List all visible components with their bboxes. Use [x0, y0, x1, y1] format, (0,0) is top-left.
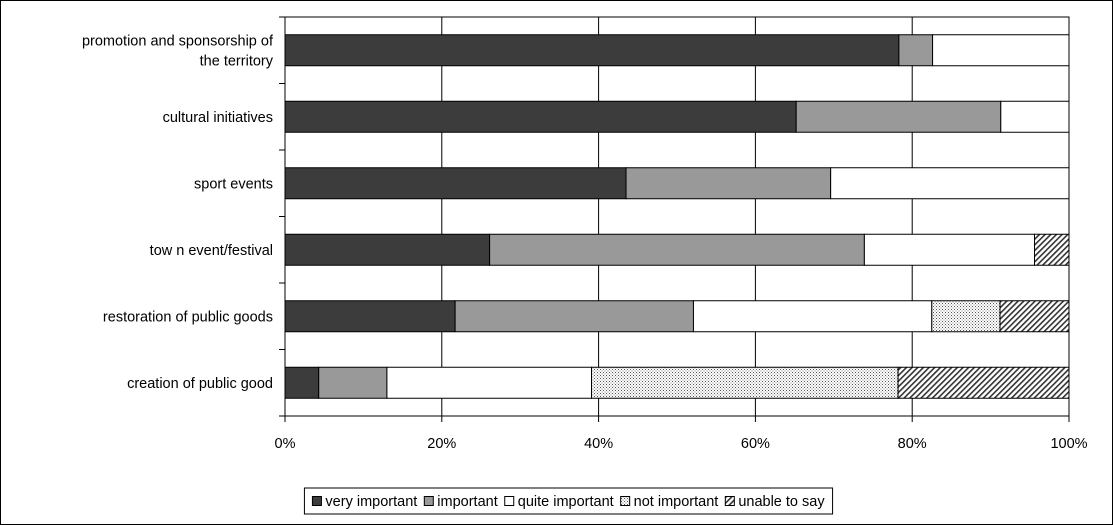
- bar-segment-quite-important: [1000, 100, 1070, 133]
- category-label: tow n event/festival: [150, 243, 273, 259]
- bar-segment-important: [795, 100, 1002, 133]
- bar-segment-very-important: [284, 167, 627, 200]
- legend-swatch-very-important: [311, 496, 322, 506]
- plot-area: [284, 16, 1070, 417]
- legend-label: quite important: [518, 494, 614, 510]
- legend-label: very important: [325, 494, 417, 510]
- bar-segment-very-important: [284, 300, 456, 333]
- category-label: restoration of public goods: [103, 309, 273, 325]
- legend-box: [303, 487, 834, 515]
- category-label: cultural initiatives: [163, 110, 273, 126]
- bar-segment-important: [489, 233, 865, 266]
- bar-segment-important: [898, 34, 934, 67]
- legend-swatch-quite-important: [504, 496, 515, 506]
- bar-segment-important: [318, 366, 388, 399]
- legend-label: important: [437, 494, 497, 510]
- category-label: promotion and sponsorship of: [82, 33, 274, 49]
- bar-segment-unable-to-say: [999, 300, 1070, 333]
- bar-segment-important: [625, 167, 832, 200]
- bar-segment-quite-important: [386, 366, 593, 399]
- legend-swatch-not-important: [620, 496, 631, 506]
- x-tick-label: 20%: [427, 436, 456, 452]
- bar-segment-not-important: [591, 366, 899, 399]
- category-label: creation of public good: [127, 376, 273, 392]
- category-label: sport events: [194, 176, 273, 192]
- bar-segment-important: [454, 300, 694, 333]
- legend-label: not important: [634, 494, 719, 510]
- legend-label: unable to say: [738, 494, 825, 510]
- bar-segment-unable-to-say: [1034, 233, 1070, 266]
- legend-swatch-unable-to-say: [724, 496, 735, 506]
- x-tick-label: 60%: [741, 436, 770, 452]
- x-tick-label: 80%: [898, 436, 927, 452]
- bar-segment-unable-to-say: [897, 366, 1070, 399]
- bar-segment-quite-important: [863, 233, 1036, 266]
- bar-segment-quite-important: [830, 167, 1070, 200]
- legend-swatch-important: [423, 496, 434, 506]
- bar-segment-quite-important: [692, 300, 933, 333]
- bar-segment-very-important: [284, 34, 900, 67]
- bar-segment-very-important: [284, 233, 491, 266]
- bar-segment-not-important: [931, 300, 1001, 333]
- bar-segment-very-important: [284, 100, 797, 133]
- bar-segment-very-important: [284, 366, 320, 399]
- x-tick-label: 40%: [584, 436, 613, 452]
- bar-segment-quite-important: [932, 34, 1070, 67]
- category-label: the territory: [200, 53, 274, 69]
- x-tick-label: 100%: [1050, 436, 1087, 452]
- x-tick-label: 0%: [275, 436, 296, 452]
